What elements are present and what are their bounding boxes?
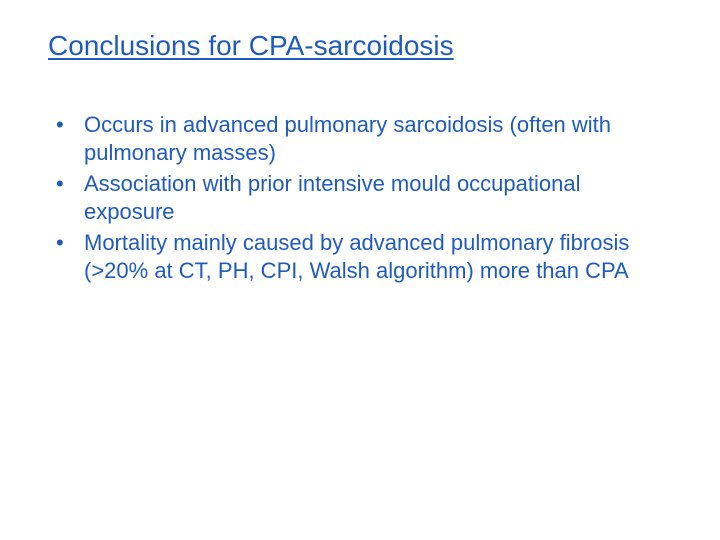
slide: Conclusions for CPA-sarcoidosis Occurs i… [0, 0, 720, 540]
list-item: Association with prior intensive mould o… [48, 170, 672, 225]
list-item: Occurs in advanced pulmonary sarcoidosis… [48, 111, 672, 166]
list-item: Mortality mainly caused by advanced pulm… [48, 229, 672, 284]
slide-title: Conclusions for CPA-sarcoidosis [48, 28, 672, 63]
bullet-list: Occurs in advanced pulmonary sarcoidosis… [48, 111, 672, 284]
